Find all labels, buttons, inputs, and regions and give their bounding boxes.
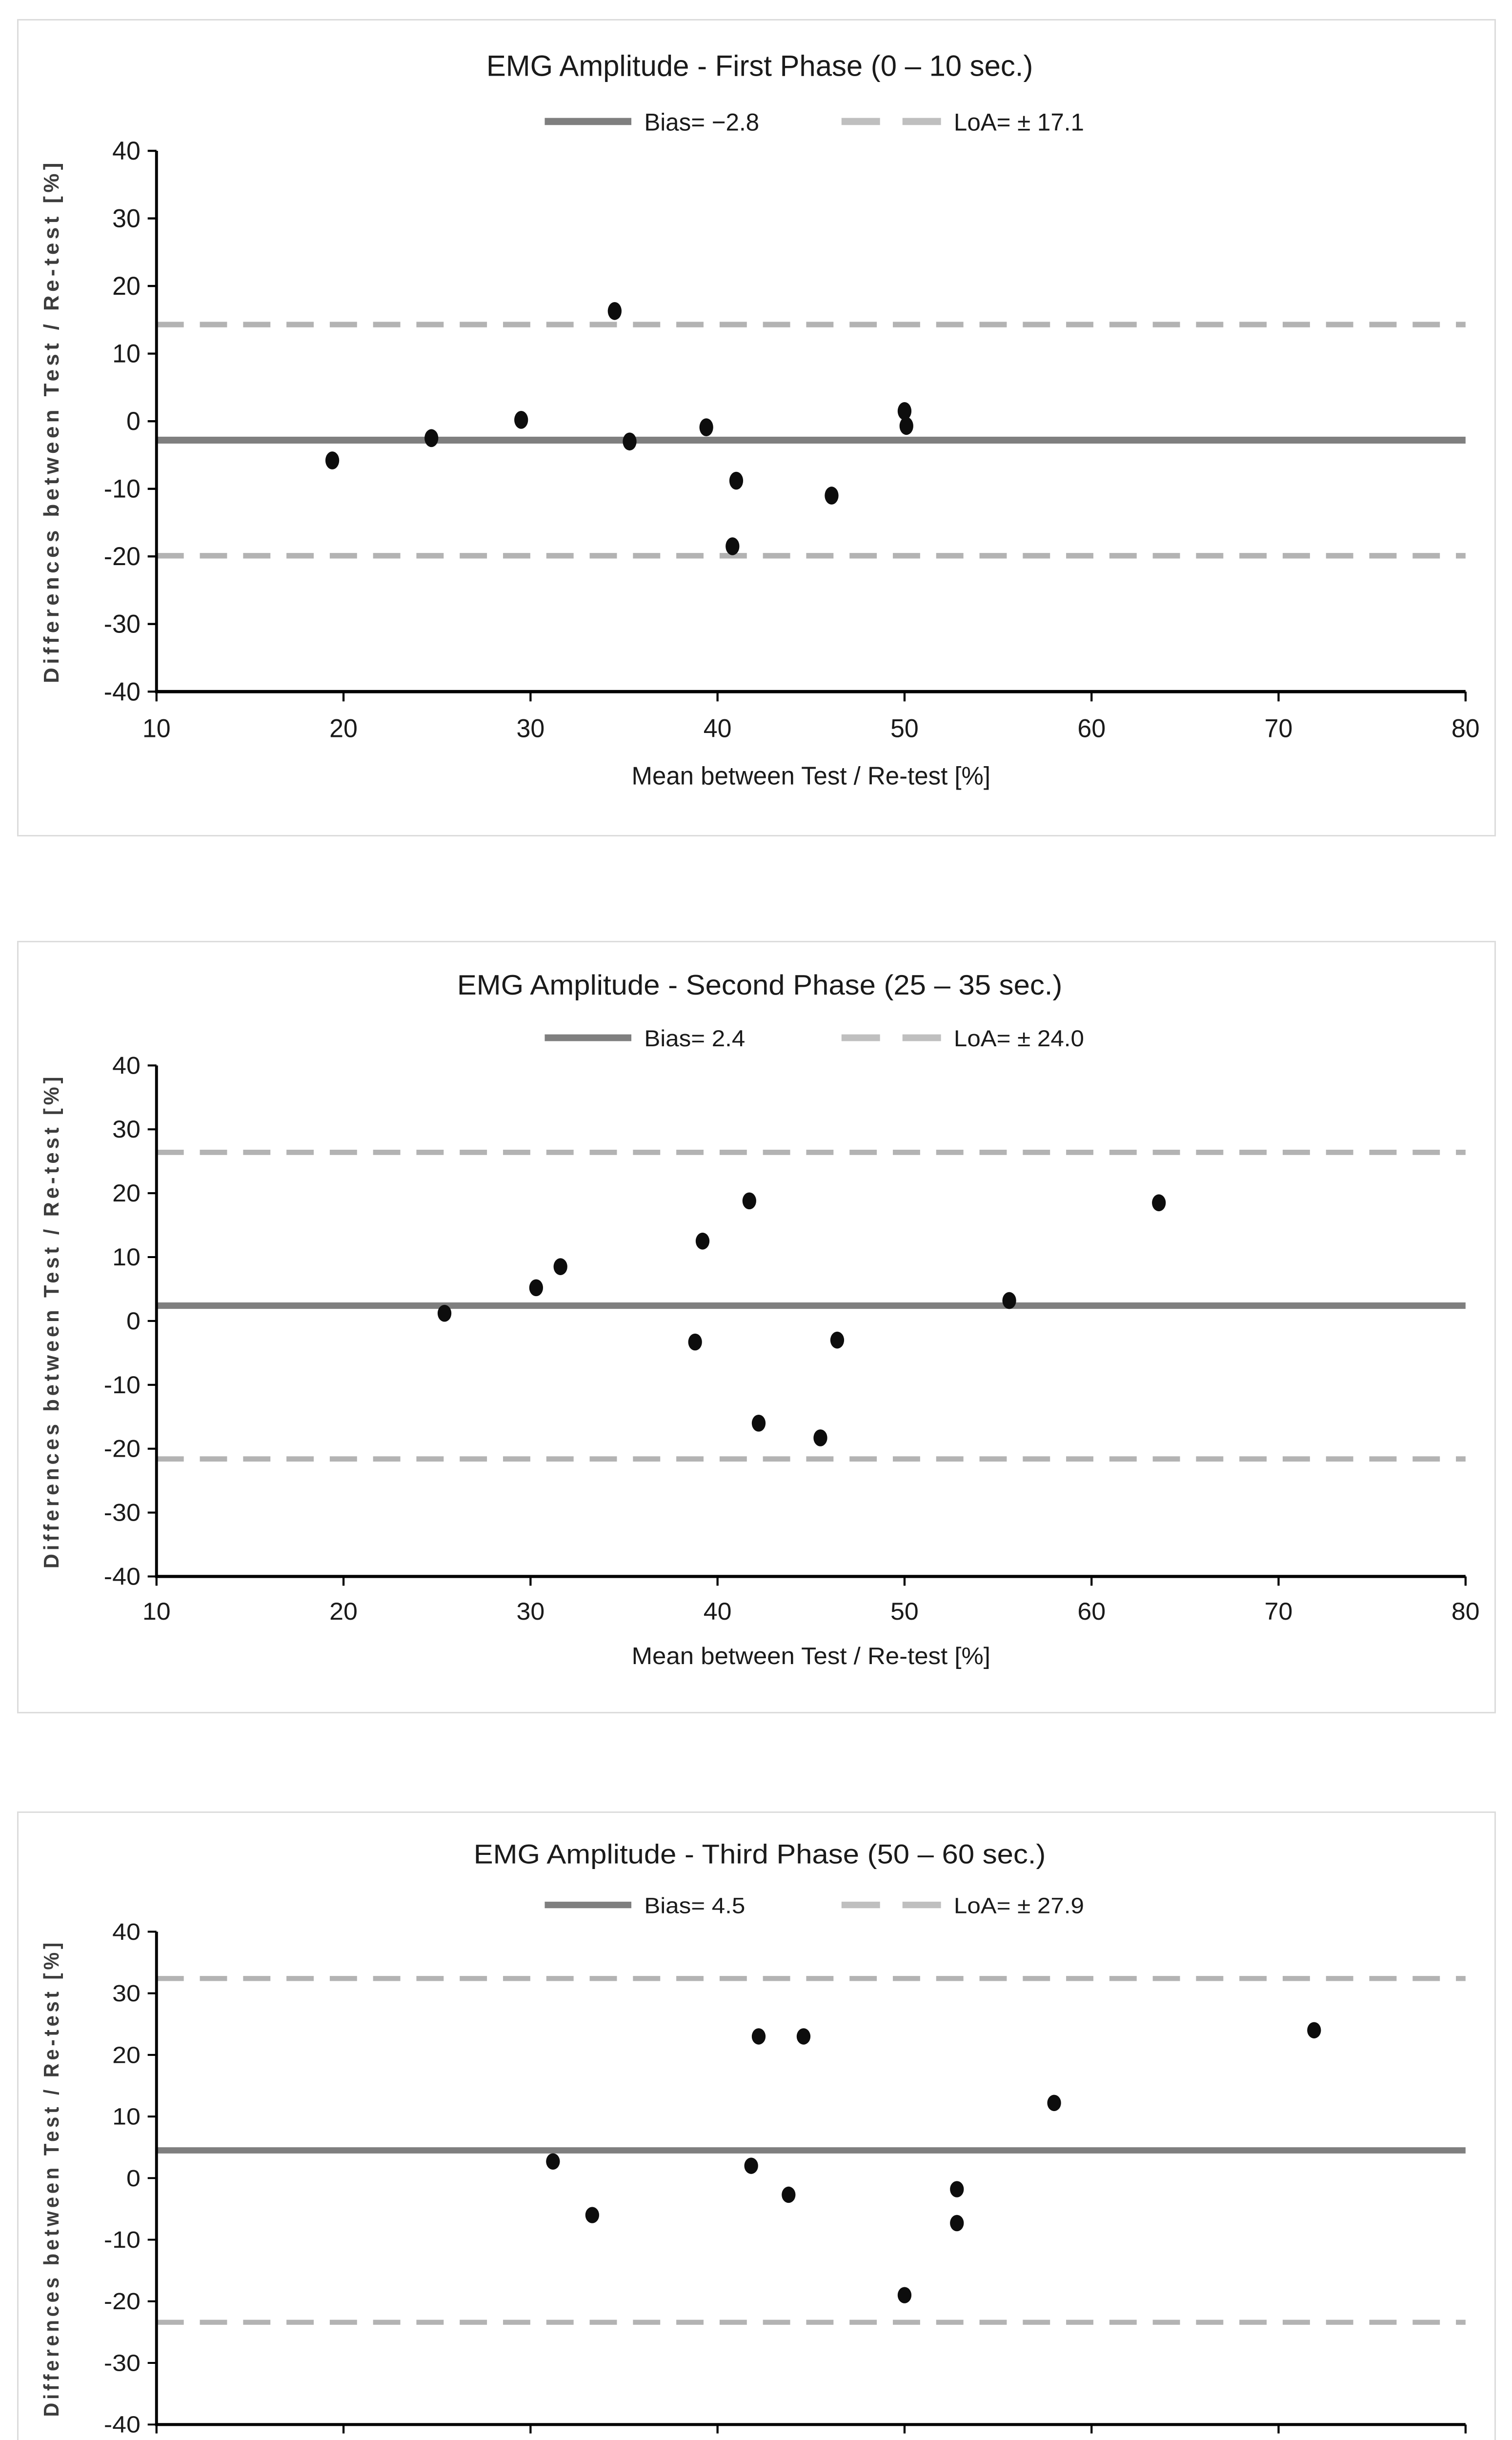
y-tick-label: -10 [104,475,141,503]
data-point [950,2181,964,2197]
y-tick-label: -10 [104,2227,141,2253]
x-tick-label: 60 [1077,1598,1106,1625]
bland-altman-chart-second-phase: EMG Amplitude - Second Phase (25 – 35 se… [40,970,1480,1669]
y-tick-label: 30 [112,204,141,233]
y-tick-label: -40 [104,2412,141,2438]
chart-title: EMG Amplitude - Third Phase (50 – 60 sec… [474,1839,1046,1869]
data-point [1307,2022,1321,2039]
data-point [830,1331,845,1349]
x-tick-label: 80 [1452,1598,1480,1625]
y-tick-label: 10 [112,1243,141,1271]
y-tick-label: 10 [112,340,141,368]
data-point [897,2287,912,2303]
legend-bias-label: Bias= 2.4 [644,1026,745,1052]
y-tick-label: -10 [104,1371,141,1399]
data-point [437,1304,452,1322]
x-tick-label: 30 [516,1598,544,1625]
y-tick-label: -30 [104,610,141,638]
data-point [742,1192,756,1210]
y-tick-label: 30 [112,1116,141,1143]
data-point [782,2186,796,2203]
y-tick-label: 20 [112,2042,141,2068]
legend-bias-label: Bias= −2.8 [644,108,759,136]
y-tick-label: -40 [104,1563,141,1590]
y-tick-label: -30 [104,2350,141,2376]
chart-panel-second-phase: EMG Amplitude - Second Phase (25 – 35 se… [17,941,1496,1713]
bland-altman-chart-third-phase: EMG Amplitude - Third Phase (50 – 60 sec… [40,1839,1467,2438]
y-tick-label: -30 [104,1499,141,1526]
y-axis-label: Differences between Test / Re-test [%] [40,1074,63,1569]
data-point [950,2215,964,2232]
x-tick-label: 10 [142,714,171,743]
x-tick-label: 70 [1265,714,1293,743]
chart-title: EMG Amplitude - Second Phase (25 – 35 se… [457,970,1062,1001]
x-tick-label: 50 [890,1598,919,1625]
data-point [899,417,913,435]
data-point [1152,1194,1166,1212]
y-tick-label: 0 [126,1307,141,1335]
x-axis-label: Mean between Test / Re-test [%] [632,762,990,790]
data-point [623,432,637,451]
y-tick-label: 40 [112,1052,141,1079]
x-tick-label: 70 [1265,1598,1293,1625]
legend-loa-label: LoA= ± 24.0 [954,1026,1084,1052]
chart-panel-first-phase: EMG Amplitude - First Phase (0 – 10 sec.… [17,19,1496,836]
y-tick-label: 0 [126,2165,141,2192]
data-point [325,451,340,469]
data-point [699,418,713,436]
data-point [796,2028,811,2045]
data-point [553,1258,567,1275]
x-tick-label: 60 [1077,714,1106,743]
data-point [585,2207,599,2223]
data-point [514,411,528,429]
y-axis-label: Differences between Test / Re-test [%] [40,1939,63,2417]
legend-loa-label: LoA= ± 17.1 [954,108,1084,136]
y-tick-label: -20 [104,543,141,571]
y-tick-label: -40 [104,678,141,706]
data-point [726,537,740,555]
data-point [529,1279,543,1297]
x-tick-label: 10 [142,1598,171,1625]
data-point [695,1232,710,1250]
legend-loa-label: LoA= ± 27.9 [954,1893,1084,1918]
data-point [729,471,744,490]
y-tick-label: 40 [112,137,141,165]
chart-panel-third-phase: EMG Amplitude - Third Phase (50 – 60 sec… [17,1811,1496,2440]
x-tick-label: 30 [516,714,544,743]
bland-altman-chart-first-phase: EMG Amplitude - First Phase (0 – 10 sec.… [40,49,1480,790]
data-point [825,487,839,505]
y-tick-label: 0 [126,407,141,436]
x-axis-label: Mean between Test / Re-test [%] [632,1643,990,1669]
x-tick-label: 80 [1452,714,1480,743]
y-axis-label: Differences between Test / Re-test [%] [40,159,63,683]
x-tick-label: 20 [329,714,358,743]
x-tick-label: 50 [890,714,919,743]
data-point [1002,1292,1016,1309]
x-tick-label: 20 [329,1598,358,1625]
data-point [897,402,912,420]
x-tick-label: 40 [704,1598,732,1625]
legend-bias-label: Bias= 4.5 [644,1893,745,1918]
y-tick-label: 20 [112,272,141,301]
chart-title: EMG Amplitude - First Phase (0 – 10 sec.… [486,49,1033,82]
data-point [813,1429,827,1446]
y-tick-label: -20 [104,1435,141,1463]
y-tick-label: 20 [112,1179,141,1207]
y-tick-label: 40 [112,1919,141,1945]
y-tick-label: 10 [112,2103,141,2130]
y-tick-label: 30 [112,1980,141,2007]
y-tick-label: -20 [104,2288,141,2315]
data-point [1047,2094,1061,2112]
data-point [744,2157,758,2174]
data-point [751,2028,766,2045]
data-point [607,302,622,320]
data-point [688,1333,702,1351]
x-tick-label: 40 [704,714,732,743]
data-point [424,429,439,447]
data-point [546,2153,560,2170]
data-point [751,1414,766,1432]
